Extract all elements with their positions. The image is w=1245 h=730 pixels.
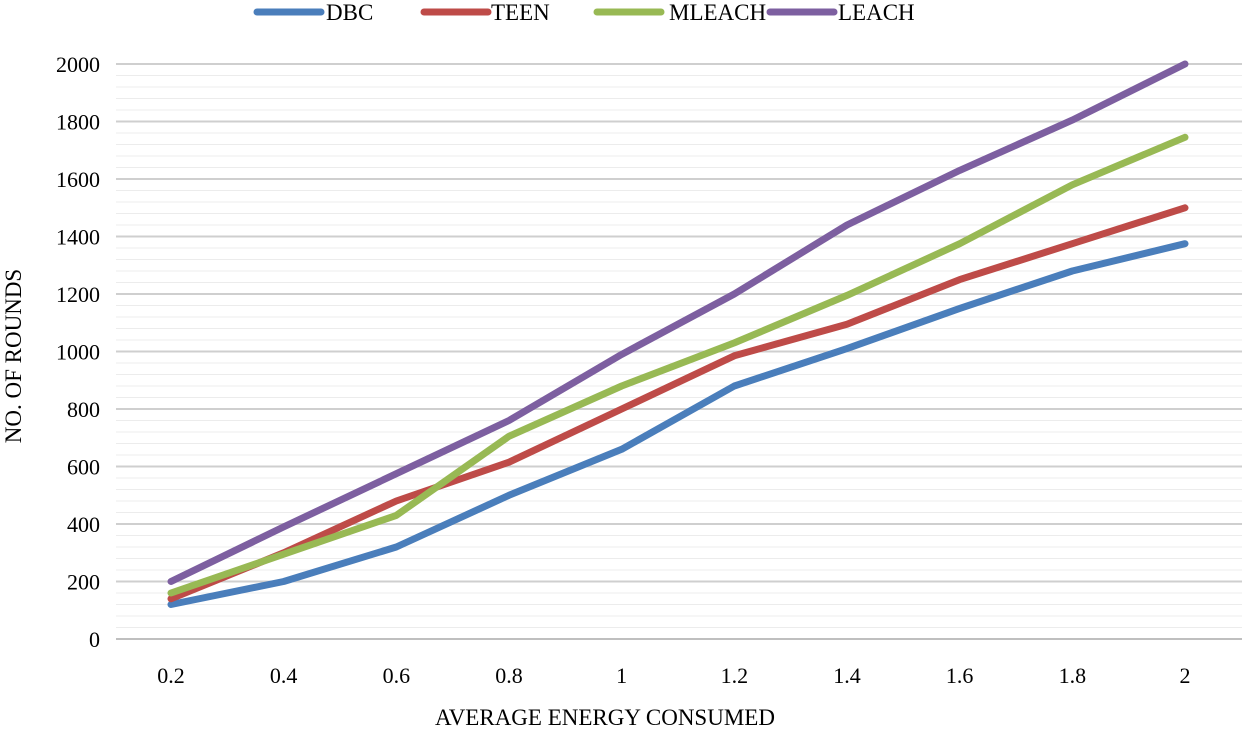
legend-label-leach: LEACH (838, 0, 915, 25)
y-tick-label: 1000 (56, 340, 100, 365)
y-tick-label: 200 (67, 570, 100, 595)
gridlines (116, 63, 1242, 640)
legend-label-mleach: MLEACH (669, 0, 766, 25)
y-tick-label: 1800 (56, 110, 100, 135)
x-tick-label: 0.4 (270, 663, 298, 688)
x-tick-label: 1.4 (833, 663, 861, 688)
x-tick-label: 2 (1180, 663, 1191, 688)
legend-label-teen: TEEN (491, 0, 550, 25)
legend: DBC TEEN MLEACH LEACH (253, 0, 915, 25)
y-tick-label: 800 (67, 397, 100, 422)
y-tick-label: 1200 (56, 282, 100, 307)
y-tick-label: 0 (89, 627, 100, 652)
y-tick-label: 1400 (56, 225, 100, 250)
axes: 0 200 400 600 800 1000 1200 1400 1600 1800 2000 0.2… (56, 52, 1242, 688)
y-tick-label: 2000 (56, 52, 100, 77)
x-tick-label: 0.8 (495, 663, 523, 688)
legend-label-dbc: DBC (326, 0, 373, 25)
x-tick-label: 0.6 (383, 663, 411, 688)
y-axis-title: NO. OF ROUNDS (1, 269, 26, 443)
x-tick-label: 1.2 (721, 663, 749, 688)
y-tick-label: 400 (67, 512, 100, 537)
x-tick-label: 0.2 (157, 663, 185, 688)
series-line-mleach (167, 133, 1189, 597)
y-tick-label: 600 (67, 455, 100, 480)
series-lines (167, 60, 1189, 608)
x-axis-title: AVERAGE ENERGY CONSUMED (435, 705, 775, 730)
x-tick-label: 1 (616, 663, 627, 688)
x-tick-label: 1.6 (946, 663, 974, 688)
x-tick-label: 1.8 (1059, 663, 1087, 688)
y-tick-label: 1600 (56, 167, 100, 192)
series-line-dbc (167, 240, 1189, 608)
series-line-leach (167, 60, 1189, 585)
series-line-teen (167, 204, 1189, 603)
